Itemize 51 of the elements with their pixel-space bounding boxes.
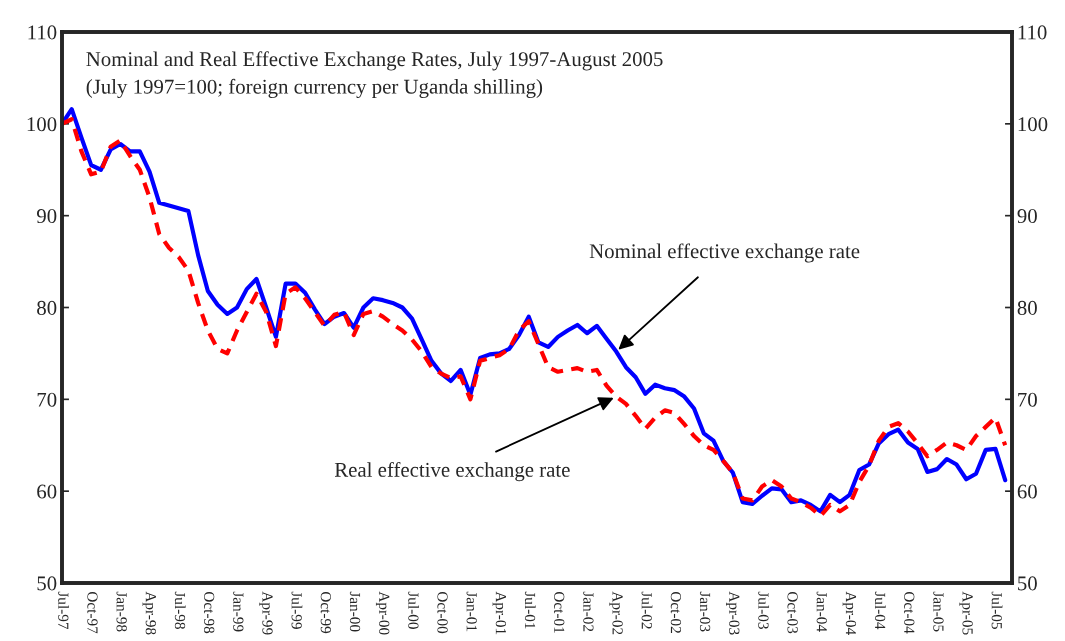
x-tick-label: Apr-02: [609, 591, 623, 635]
x-tick-label: Jul-01: [524, 591, 536, 629]
x-tick-label: Jan-00: [349, 591, 361, 632]
x-tick-label: Apr-00: [375, 591, 390, 635]
x-tick-label: Apr-04: [842, 591, 857, 635]
x-tick-label: Oct-98: [204, 591, 215, 634]
x-tick-label: Jan-05: [933, 591, 944, 632]
x-tick-label: Oct-99: [320, 591, 331, 634]
y2-tick-label: 80: [1017, 300, 1037, 315]
x-tick-label: Oct-00: [437, 591, 448, 634]
x-tick-label: Jan-04: [816, 591, 827, 632]
y-tick-label: 100: [27, 117, 57, 132]
x-tick-label: Oct-01: [554, 591, 565, 633]
x-tick-label: Apr-99: [259, 591, 273, 635]
y-tick-label: 70: [37, 392, 57, 407]
x-tick-label: Jul-98: [174, 591, 186, 629]
x-tick-label: Jan-02: [583, 591, 594, 632]
annotation: Nominal effective exchange rate: [589, 243, 860, 263]
y-tick-label: 90: [36, 209, 57, 224]
x-tick-label: Jul-04: [874, 591, 886, 630]
x-tick-label: Apr-03: [726, 591, 740, 635]
x-tick-label: Jul-03: [758, 591, 770, 629]
x-tick-label: Jul-97: [58, 591, 69, 630]
y2-tick-label: 50: [1018, 576, 1037, 591]
y-tick-label: 80: [37, 300, 57, 315]
x-tick-label: Jul-00: [408, 591, 419, 629]
x-tick-label: Jul-99: [291, 591, 303, 629]
x-tick-label: Apr-98: [142, 591, 156, 635]
y-tick-label: 110: [28, 25, 57, 40]
y2-tick-label: 60: [1017, 484, 1037, 499]
x-tick-label: Apr-05: [959, 591, 973, 635]
x-tick-label: Jul-02: [641, 591, 653, 629]
y2-tick-label: 110: [1018, 25, 1047, 40]
annotation: Real effective exchange rate: [334, 462, 570, 482]
text: (July 1997=100; foreign currency per Uganda shilling): [86, 78, 543, 98]
x-tick-label: Oct-02: [670, 591, 682, 633]
x-tick-label: Apr-01: [492, 591, 507, 635]
y2-tick-label: 100: [1018, 117, 1048, 132]
y-tick-label: 60: [37, 484, 57, 499]
x-tick-label: Oct-04: [904, 591, 915, 634]
y-tick-label: 50: [37, 576, 57, 591]
x-tick-label: Jan-03: [699, 591, 711, 632]
y2-tick-label: 70: [1018, 392, 1037, 407]
x-tick-label: Jan-99: [233, 591, 244, 632]
text: Nominal and Real Effective Exchange Rates, July 1997-August 2005: [86, 51, 663, 71]
y2-tick-label: 90: [1017, 209, 1037, 224]
x-tick-label: Jan-98: [116, 591, 127, 632]
x-tick-label: Jul-05: [991, 591, 1003, 629]
x-tick-label: Oct-03: [787, 591, 798, 634]
x-tick-label: Oct-97: [87, 591, 98, 634]
x-tick-label: Jan-01: [466, 591, 477, 632]
